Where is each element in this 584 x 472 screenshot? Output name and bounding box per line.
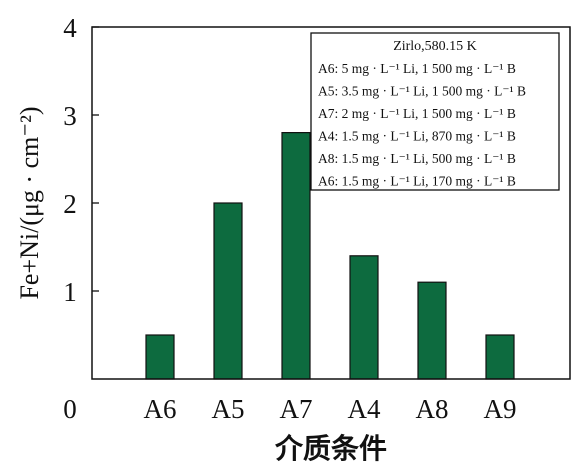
- legend-title: Zirlo,580.15 K: [393, 39, 477, 54]
- x-tick-label: A7: [280, 394, 313, 424]
- x-tick-label: A5: [212, 394, 245, 424]
- legend-box: [310, 32, 560, 191]
- legend-entry: A4: 1.5 mg · L⁻¹ Li, 870 mg · L⁻¹ B: [318, 129, 516, 144]
- x-axis-label: 介质条件: [274, 433, 387, 465]
- x-tick-label: A4: [348, 394, 381, 424]
- x-tick-label: A8: [416, 394, 449, 424]
- bar-a9: [485, 334, 515, 380]
- y-axis-label: Fe+Ni/(μg · cm⁻²): [15, 106, 44, 299]
- legend: Zirlo,580.15 K A6: 5 mg · L⁻¹ Li, 1 500 …: [310, 32, 560, 191]
- bars-group: [145, 132, 515, 380]
- y-tick-label: 1: [63, 277, 77, 307]
- legend-entry: A5: 3.5 mg · L⁻¹ Li, 1 500 mg · L⁻¹ B: [318, 84, 526, 99]
- legend-entry: A6: 5 mg · L⁻¹ Li, 1 500 mg · L⁻¹ B: [318, 61, 516, 76]
- x-axis-ticks: A6 A5 A7 A4 A8 A9: [144, 394, 517, 424]
- y-tick-label: 4: [63, 13, 77, 43]
- x-tick-label: A9: [484, 394, 517, 424]
- y-tick-label: 3: [63, 101, 77, 131]
- bar-a4: [349, 255, 379, 380]
- legend-entry: A7: 2 mg · L⁻¹ Li, 1 500 mg · L⁻¹ B: [318, 106, 516, 121]
- x-tick-label: A6: [144, 394, 177, 424]
- legend-entry: A8: 1.5 mg · L⁻¹ Li, 500 mg · L⁻¹ B: [318, 151, 516, 166]
- bar-a6: [145, 334, 175, 380]
- bar-a8: [417, 281, 447, 380]
- legend-entry: A6: 1.5 mg · L⁻¹ Li, 170 mg · L⁻¹ B: [318, 174, 516, 189]
- bar-a5: [213, 202, 243, 380]
- legend-entries: A6: 5 mg · L⁻¹ Li, 1 500 mg · L⁻¹ B A5: 3…: [318, 61, 526, 189]
- y-tick-label: 2: [63, 189, 77, 219]
- y-tick-label: 0: [63, 394, 77, 424]
- y-axis-ticks: 0 1 2 3 4: [63, 13, 99, 424]
- bar-a7: [281, 132, 311, 380]
